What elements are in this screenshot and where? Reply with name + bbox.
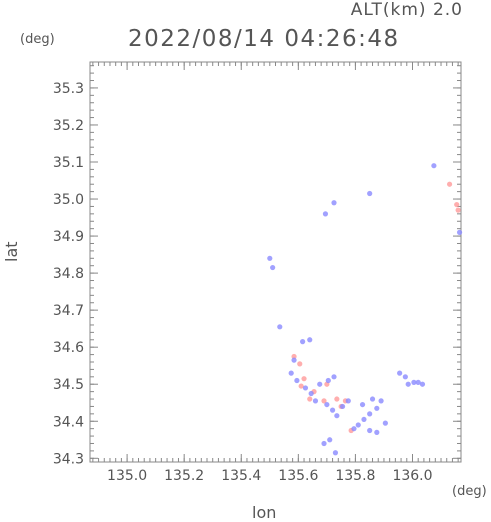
negative-echo-point [302,385,309,391]
y-tick-label: 34.4 [53,414,84,430]
negative-echo-point [345,398,351,404]
negative-echo-point [322,211,329,217]
y-tick-label: 35.2 [53,118,84,134]
negative-echo-point [270,264,276,271]
negative-echo-point [308,390,314,397]
negative-echo-point [339,403,346,410]
x-tick-label: 135.0 [107,468,147,484]
negative-echo-point [329,407,336,413]
y-tick-label: 34.6 [53,340,84,356]
negative-echo-point [351,426,357,432]
negative-echo-point [291,357,297,363]
negative-echo-point [369,396,376,402]
x-tick-label: 135.6 [278,468,318,484]
y-tick-label: 35.3 [53,81,84,97]
x-tick-label: 135.8 [335,468,375,484]
x-axis-label: lon [252,503,277,522]
positive-echo-point [455,207,461,213]
negative-echo-point [307,337,313,343]
positive-echo-point [321,398,327,404]
negative-echo-point [431,163,437,169]
data-marks [267,163,463,456]
negative-echo-point [355,422,361,428]
plot-frame [89,61,462,463]
negative-echo-point [367,411,373,417]
negative-echo-point [267,255,273,261]
negative-echo-point [317,381,323,387]
negative-echo-point [334,413,340,419]
x-tick-label: 135.2 [164,468,204,484]
negative-echo-point [325,377,331,384]
negative-echo-point [397,370,403,376]
negative-echo-point [367,427,373,434]
y-tick-label: 34.5 [53,377,84,393]
negative-echo-point [277,324,283,330]
altitude-label: ALT(km) 2.0 [350,0,463,20]
timestamp-label: 2022/08/14 04:26:48 [128,26,400,52]
y-tick-label: 35.0 [53,192,84,208]
positive-echo-point [301,376,307,382]
negative-echo-point [374,429,380,435]
positive-echo-point [446,181,453,187]
negative-echo-point [327,437,333,443]
negative-echo-point [367,190,373,197]
negative-echo-point [321,440,327,447]
negative-echo-point [411,379,417,385]
positive-echo-point [334,396,340,402]
negative-echo-point [332,450,339,456]
y-tick-label: 34.8 [53,266,84,282]
positive-echo-point [307,396,313,402]
negative-echo-point [415,379,421,385]
x-tick-label: 135.4 [221,468,261,484]
negative-echo-point [294,377,300,384]
negative-echo-point [405,381,411,387]
negative-echo-point [456,229,463,235]
y-tick-label: 34.7 [53,303,84,319]
negative-echo-point [331,200,337,206]
negative-echo-point [324,401,330,408]
negative-echo-point [378,398,384,404]
negative-echo-point [419,381,426,387]
positive-echo-point [298,383,304,389]
negative-echo-point [402,374,408,380]
positive-echo-point [297,361,303,367]
axis-ticks: 135.0 135.2 135.4 135.6 135.8 136.0 34.3 34.4 34… [53,62,461,484]
x-unit-label: (deg) [452,484,487,499]
negative-echo-point [300,339,306,345]
y-tick-label: 34.9 [53,229,84,245]
positive-echo-point [454,201,460,208]
negative-echo-point [359,401,366,408]
positive-echo-point [291,353,297,360]
negative-echo-point [331,374,337,380]
negative-echo-point [374,405,380,411]
x-tick-label: 136.0 [392,468,432,484]
negative-echo-point [361,416,367,423]
negative-echo-point [312,398,319,404]
y-unit-label: (deg) [20,32,55,47]
y-tick-label: 35.1 [53,155,84,171]
negative-echo-point [288,370,294,376]
negative-echo-point [382,420,388,426]
y-tick-label: 34.3 [53,451,84,467]
